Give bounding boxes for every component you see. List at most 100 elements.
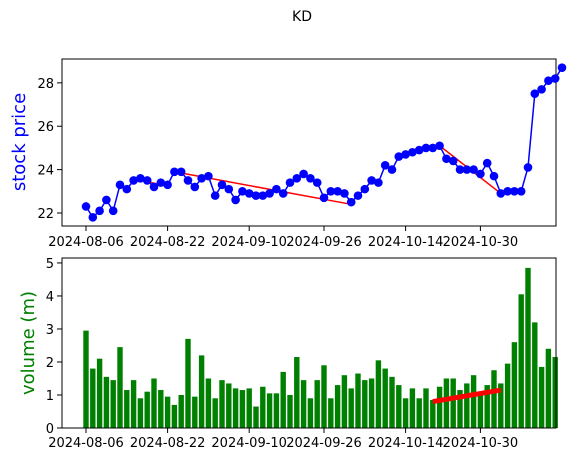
price-x-tick-label: 2024-10-30: [443, 235, 519, 250]
volume-bar: [274, 393, 279, 428]
price-point: [374, 178, 383, 187]
price-point: [517, 187, 526, 196]
price-y-axis: 22242628: [37, 77, 62, 222]
volume-bar: [226, 383, 231, 428]
volume-bar: [328, 398, 333, 428]
volume-bar: [185, 339, 190, 428]
volume-bar: [199, 355, 204, 428]
price-point: [123, 185, 132, 194]
volume-bar: [396, 385, 401, 428]
volume-bar: [97, 359, 102, 428]
price-point: [551, 74, 560, 83]
volume-bar: [349, 388, 354, 428]
price-x-tick-label: 2024-08-22: [130, 235, 206, 250]
price-point: [95, 207, 104, 216]
volume-bar: [519, 294, 524, 428]
price-point: [558, 63, 567, 72]
price-y-label: stock price: [9, 93, 30, 191]
price-point: [143, 176, 152, 185]
price-point: [483, 159, 492, 168]
price-x-tick-label: 2024-08-06: [48, 235, 124, 250]
volume-bar: [253, 407, 258, 428]
price-point: [361, 185, 370, 194]
price-plot-area: [62, 59, 556, 226]
volume-bar: [389, 377, 394, 428]
volume-bar: [179, 395, 184, 428]
volume-bar: [532, 322, 537, 428]
volume-y-tick-label: 4: [46, 290, 54, 305]
volume-bar: [301, 380, 306, 428]
volume-bar: [410, 388, 415, 428]
price-point: [524, 163, 533, 172]
volume-y-tick-label: 2: [46, 356, 54, 371]
volume-bar: [111, 380, 116, 428]
volume-bar: [539, 367, 544, 428]
volume-bar: [124, 390, 129, 428]
volume-bar: [553, 357, 558, 428]
price-x-axis: 2024-08-06 2024-08-22 2024-09-10 2024-09-26…: [48, 226, 518, 250]
price-y-tick-label: 26: [37, 120, 54, 135]
price-point: [82, 202, 91, 211]
price-point: [109, 207, 118, 216]
volume-bar: [104, 377, 109, 428]
volume-bar: [437, 387, 442, 428]
volume-bar: [219, 380, 224, 428]
volume-bar: [90, 369, 95, 428]
volume-bar: [423, 388, 428, 428]
volume-y-tick-label: 1: [46, 389, 54, 404]
volume-bar: [151, 378, 156, 428]
volume-bar: [165, 397, 170, 428]
volume-bar: [315, 380, 320, 428]
volume-bar: [240, 390, 245, 428]
price-point: [388, 165, 397, 174]
volume-bar: [281, 372, 286, 428]
volume-bar: [308, 398, 313, 428]
volume-bar: [206, 378, 211, 428]
volume-x-tick-label: 2024-10-30: [443, 436, 519, 451]
volume-bar: [321, 365, 326, 428]
volume-bar: [362, 380, 367, 428]
price-point: [354, 191, 363, 200]
volume-y-axis: 0 1 2 3 4 5: [46, 257, 62, 437]
volume-x-tick-label: 2024-09-26: [286, 436, 362, 451]
volume-bar: [376, 360, 381, 428]
volume-y-label: volume (m): [18, 291, 39, 395]
price-point: [191, 183, 200, 192]
volume-bar: [83, 331, 88, 428]
volume-y-tick-label: 5: [46, 257, 54, 272]
volume-bar: [355, 374, 360, 428]
volume-bar: [294, 357, 299, 428]
volume-bar: [383, 369, 388, 428]
volume-bar: [287, 395, 292, 428]
volume-bar: [260, 387, 265, 428]
volume-bar: [117, 347, 122, 428]
volume-bar: [546, 349, 551, 428]
price-point: [177, 167, 186, 176]
volume-bar: [525, 268, 530, 428]
price-point: [184, 176, 193, 185]
price-point: [449, 157, 458, 166]
price-point: [163, 180, 172, 189]
volume-x-axis: 2024-08-06 2024-08-22 2024-09-10 2024-09-26…: [48, 428, 518, 451]
price-point: [435, 141, 444, 150]
volume-bar: [417, 398, 422, 428]
volume-y-tick-label: 0: [46, 422, 54, 437]
volume-bar: [138, 398, 143, 428]
volume-y-tick-label: 3: [46, 323, 54, 338]
price-point: [225, 185, 234, 194]
volume-bar: [451, 378, 456, 428]
volume-x-tick-label: 2024-10-14: [368, 436, 444, 451]
volume-x-tick-label: 2024-08-06: [48, 436, 124, 451]
price-point: [211, 191, 220, 200]
volume-bar: [403, 398, 408, 428]
volume-bar: [478, 392, 483, 428]
price-y-tick-label: 24: [37, 164, 54, 179]
volume-bar: [158, 390, 163, 428]
volume-bar: [131, 380, 136, 428]
price-point: [340, 189, 349, 198]
price-x-tick-label: 2024-09-26: [286, 235, 362, 250]
price-x-tick-label: 2024-10-14: [368, 235, 444, 250]
price-point: [490, 172, 499, 181]
price-point: [347, 198, 356, 207]
